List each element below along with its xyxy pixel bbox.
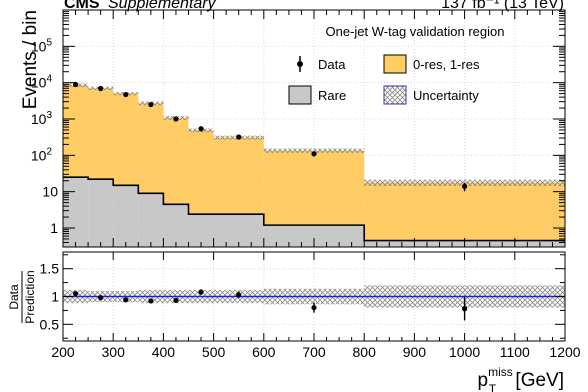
legend-main-bkg-swatch xyxy=(383,54,407,74)
legend-main-bkg-label: 0-res, 1-res xyxy=(413,57,480,72)
legend-entry-uncertainty: Uncertainty xyxy=(383,85,479,105)
data-point-3 xyxy=(148,101,154,108)
ratio-label-denominator: Prediction xyxy=(23,270,37,323)
data-point-4 xyxy=(173,116,179,122)
bar-main-bkg-6 xyxy=(213,137,264,215)
x-tick-label-1: 300 xyxy=(102,344,126,360)
x-tick-label-8: 1000 xyxy=(449,344,480,360)
stack-fills xyxy=(63,85,565,247)
bar-rare-5 xyxy=(188,214,214,247)
x-tick-label-3: 500 xyxy=(202,344,226,360)
ratio-point-0 xyxy=(72,291,79,297)
ratio-label-numerator: Data xyxy=(7,284,21,310)
data-point-2 xyxy=(123,91,129,98)
x-axis-label-sub: T xyxy=(489,382,497,392)
legend-entry-data: Data xyxy=(297,56,346,72)
unc-band-7 xyxy=(263,148,365,153)
bar-main-bkg-5 xyxy=(188,130,214,215)
ratio-ytick-label-2: 1.5 xyxy=(40,261,60,277)
ratio-point-5 xyxy=(198,289,204,295)
bar-rare-6 xyxy=(213,214,264,247)
x-tick-label-10: 1200 xyxy=(549,344,580,360)
ratio-point-1 xyxy=(98,295,104,301)
data-point-8 xyxy=(462,183,468,189)
bar-main-bkg-4 xyxy=(163,117,189,205)
x-axis-label: pmiss T [GeV] xyxy=(478,365,564,392)
ratio-y-label: Data Prediction xyxy=(7,270,37,323)
ratio-point-3 xyxy=(148,298,154,304)
stack-outlines xyxy=(63,176,565,242)
y-tick-label-0: 1 xyxy=(50,220,58,236)
y-tick-label-4: 104 xyxy=(31,74,53,91)
legend-data-marker xyxy=(297,61,303,67)
bar-main-bkg-1 xyxy=(88,88,114,180)
ratio-ytick-label-1: 1 xyxy=(51,289,59,305)
legend-title: One-jet W-tag validation region xyxy=(326,24,505,39)
cms-label: CMS xyxy=(64,0,100,12)
bar-rare-2 xyxy=(113,185,139,247)
y-axis-label: Events / bin xyxy=(20,10,41,109)
ratio-point-2 xyxy=(123,297,129,303)
data-point-7 xyxy=(311,151,317,157)
bar-rare-1 xyxy=(88,179,114,247)
legend-rare-swatch xyxy=(288,85,312,105)
x-axis-label-p: p xyxy=(478,370,489,391)
bar-rare-7 xyxy=(263,225,365,247)
data-point-1 xyxy=(98,85,104,92)
x-axis-label-unit: [GeV] xyxy=(510,370,564,391)
ratio-point-4 xyxy=(173,297,179,303)
legend-uncertainty-swatch xyxy=(383,85,407,105)
top-panel-axes: 1 10 102 103 104 105 xyxy=(31,9,566,248)
supplementary-label: Supplementary xyxy=(108,0,217,12)
data-point-5 xyxy=(198,126,204,132)
rare-outline xyxy=(63,176,565,242)
x-tick-label-4: 600 xyxy=(252,344,276,360)
legend-uncertainty-label: Uncertainty xyxy=(413,88,479,103)
legend: One-jet W-tag validation region Data 0-r… xyxy=(288,24,505,105)
bar-main-bkg-0 xyxy=(63,85,89,178)
data-point-6 xyxy=(236,134,242,140)
bar-main-bkg-8 xyxy=(364,182,565,241)
x-axis-label-miss: miss xyxy=(488,365,513,379)
luminosity-label: 137 fb⁻¹ (13 TeV) xyxy=(441,0,564,12)
bar-main-bkg-7 xyxy=(263,150,365,226)
x-tick-label-0: 200 xyxy=(51,344,75,360)
bar-rare-0 xyxy=(63,177,89,247)
legend-data-label: Data xyxy=(318,57,346,72)
x-tick-label-7: 900 xyxy=(403,344,427,360)
bar-main-bkg-3 xyxy=(138,103,164,194)
legend-entry-rare: Rare xyxy=(288,85,346,105)
ratio-ytick-label-0: 0.5 xyxy=(40,316,60,332)
x-tick-label-2: 400 xyxy=(152,344,176,360)
x-tick-label-9: 1100 xyxy=(500,344,530,360)
bar-main-bkg-2 xyxy=(113,93,139,186)
ratio-panel-axes: 200 300 400 500 600 700 800 900 1000 1100 1200 0.5 1… xyxy=(40,251,581,360)
data-points xyxy=(72,81,468,192)
y-tick-label-5: 105 xyxy=(31,37,53,54)
ratio-point-8 xyxy=(462,306,468,312)
ratio-point-7 xyxy=(311,305,317,311)
ratio-point-6 xyxy=(236,292,242,298)
x-tick-label-6: 800 xyxy=(353,344,377,360)
legend-rare-label: Rare xyxy=(318,88,346,103)
bar-rare-3 xyxy=(138,193,164,247)
x-tick-label-5: 700 xyxy=(302,344,326,360)
y-tick-label-3: 103 xyxy=(31,110,53,127)
legend-entry-main-bkg: 0-res, 1-res xyxy=(383,54,480,74)
data-point-0 xyxy=(72,81,79,88)
y-tick-label-2: 102 xyxy=(31,146,53,163)
bar-rare-4 xyxy=(163,204,189,247)
ratio-points xyxy=(72,289,468,321)
y-tick-label-1: 10 xyxy=(42,184,58,200)
